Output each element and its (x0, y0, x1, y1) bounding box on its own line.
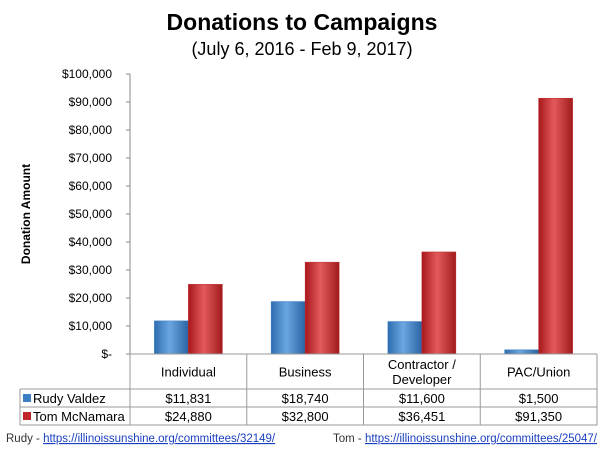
bar-rudy-valdez-2 (387, 321, 423, 355)
footer-tom-link[interactable]: https://illinoissunshine.org/committees/… (365, 433, 598, 445)
bar-tom-mcnamara-0 (188, 284, 223, 355)
legend-label: Rudy Valdez (33, 391, 106, 406)
y-tick-label: $100,000 (62, 67, 112, 81)
data-label: $11,831 (165, 391, 211, 406)
footer-rudy: Rudy - https://illinoissunshine.org/comm… (6, 433, 276, 445)
footer-rudy-prefix: Rudy - (6, 433, 43, 445)
bar-tom-mcnamara-1 (304, 261, 340, 355)
y-tick-label: $70,000 (69, 151, 113, 165)
footer-tom: Tom - https://illinoissunshine.org/commi… (333, 433, 598, 445)
x-category-label: PAC/Union (507, 365, 570, 380)
legend-label: Tom McNamara (33, 409, 126, 424)
bar-rudy-valdez-1 (270, 301, 306, 355)
y-tick-label: $90,000 (69, 95, 113, 109)
footer-tom-prefix: Tom - (333, 433, 365, 445)
data-label: $1,500 (519, 391, 559, 406)
y-tick-label: $10,000 (69, 319, 113, 333)
x-category-label: Individual (161, 365, 216, 380)
chart-subtitle: (July 6, 2016 - Feb 9, 2017) (191, 39, 412, 59)
y-tick-label: $- (101, 347, 112, 361)
x-category-label: Contractor / (388, 357, 456, 372)
y-tick-label: $80,000 (69, 123, 113, 137)
data-label: $24,880 (165, 409, 212, 424)
y-axis-label: Donation Amount (19, 164, 33, 264)
bar-rudy-valdez-3 (504, 349, 539, 355)
y-tick-label: $30,000 (69, 263, 113, 277)
y-tick-label: $20,000 (69, 291, 113, 305)
chart-title: Donations to Campaigns (167, 9, 438, 35)
bar-rudy-valdez-0 (154, 320, 189, 355)
data-label: $18,740 (282, 391, 329, 406)
y-tick-label: $40,000 (69, 235, 113, 249)
footer-rudy-link[interactable]: https://illinoissunshine.org/committees/… (43, 433, 276, 445)
y-tick-label: $60,000 (69, 179, 113, 193)
y-tick-label: $50,000 (69, 207, 113, 221)
bar-tom-mcnamara-3 (538, 97, 573, 355)
legend-swatch (23, 394, 31, 402)
data-label: $11,600 (399, 391, 445, 406)
data-label: $91,350 (515, 409, 562, 424)
legend-swatch (23, 412, 31, 420)
x-category-label: Business (279, 365, 332, 380)
x-category-label: Developer (392, 372, 452, 387)
data-label: $36,451 (398, 409, 445, 424)
bar-tom-mcnamara-2 (421, 251, 457, 355)
data-label: $32,800 (282, 409, 329, 424)
